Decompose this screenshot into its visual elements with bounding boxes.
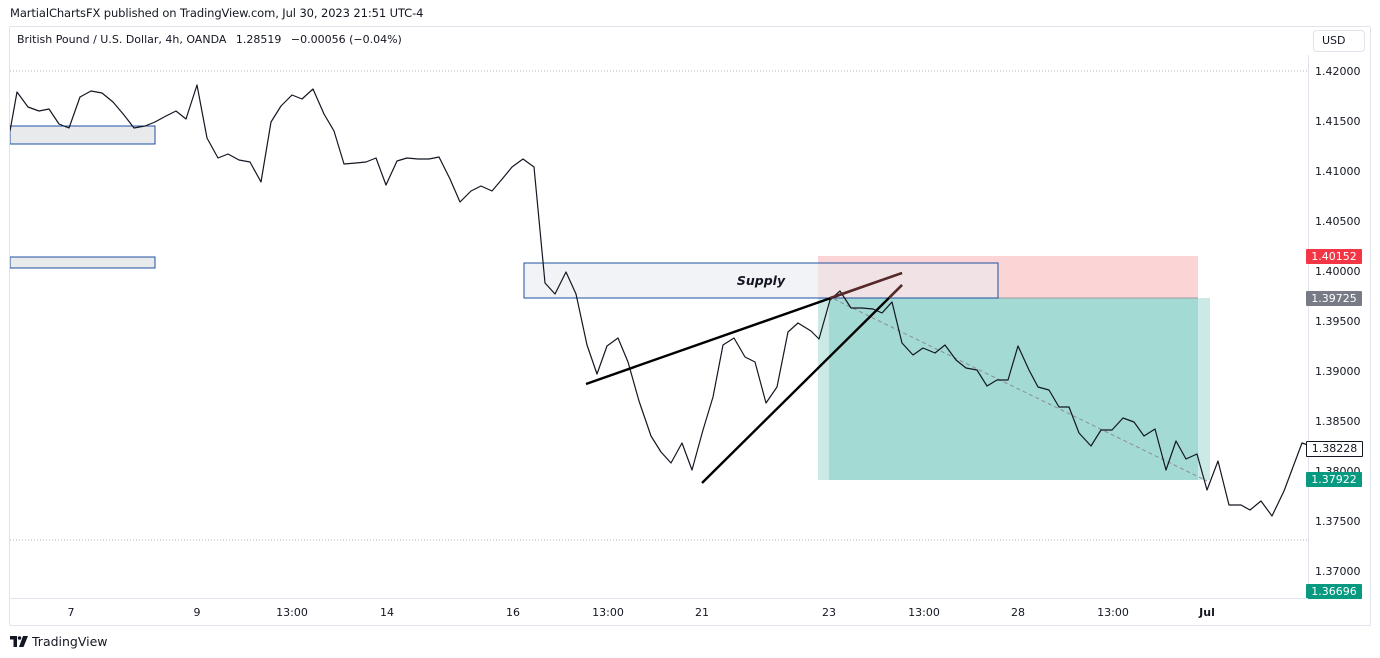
time-tick: 28 xyxy=(1011,606,1025,619)
brand-label: TradingView xyxy=(32,634,108,649)
entry-price-label: 1.39725 xyxy=(1306,291,1362,306)
target-price-label: 1.37922 xyxy=(1306,472,1362,487)
symbol-title[interactable]: British Pound / U.S. Dollar, 4h, OANDA xyxy=(17,33,227,46)
price-tick: 1.39000 xyxy=(1315,365,1361,378)
price-tick: 1.40500 xyxy=(1315,215,1361,228)
price-line xyxy=(10,84,1308,517)
projection-line xyxy=(833,298,1208,482)
zone-rectangle[interactable] xyxy=(10,125,156,145)
price-tick: 1.37500 xyxy=(1315,515,1361,528)
last-price: 1.28519 xyxy=(235,33,282,46)
time-tick: 23 xyxy=(822,606,836,619)
time-axis[interactable] xyxy=(10,598,1308,626)
lower-trendline-overlay xyxy=(888,284,903,299)
price-tick: 1.42000 xyxy=(1315,65,1361,78)
last-price-label: 1.38228 xyxy=(1306,441,1363,457)
zone-rectangle[interactable] xyxy=(10,256,156,269)
chart-pane[interactable]: Supply xyxy=(10,55,1308,598)
lower-trendline[interactable] xyxy=(701,284,903,484)
price-tick: 1.41500 xyxy=(1315,115,1361,128)
time-tick: 21 xyxy=(695,606,709,619)
chart-frame xyxy=(9,26,1371,626)
time-tick: 13:00 xyxy=(592,606,624,619)
tradingview-brand[interactable]: TradingView xyxy=(10,634,108,649)
target-price-label-2: 1.36696 xyxy=(1306,584,1362,599)
stop-price-label: 1.40152 xyxy=(1306,249,1362,264)
publisher-caption: MartialChartsFX published on TradingView… xyxy=(10,6,424,20)
currency-button[interactable]: USD xyxy=(1313,30,1365,52)
time-tick: 16 xyxy=(506,606,520,619)
price-tick: 1.38500 xyxy=(1315,415,1361,428)
time-tick: 7 xyxy=(67,606,75,619)
symbol-legend: British Pound / U.S. Dollar, 4h, OANDA 1… xyxy=(17,33,408,46)
supply-label: Supply xyxy=(737,273,786,288)
price-change: −0.00056 (−0.04%) xyxy=(290,33,402,46)
upper-trendline-overlay xyxy=(829,271,903,300)
supply-zone[interactable] xyxy=(523,262,999,299)
time-tick: 13:00 xyxy=(1097,606,1129,619)
price-tick: 1.40000 xyxy=(1315,265,1361,278)
time-tick: 13:00 xyxy=(908,606,940,619)
time-tick: 13:00 xyxy=(276,606,308,619)
price-axis[interactable] xyxy=(1308,55,1371,598)
time-tick-month: Jul xyxy=(1199,606,1215,619)
tradingview-logo-icon xyxy=(10,636,28,647)
target-area[interactable] xyxy=(829,298,1198,480)
time-tick: 14 xyxy=(380,606,394,619)
price-tick: 1.37000 xyxy=(1315,565,1361,578)
price-tick: 1.39500 xyxy=(1315,315,1361,328)
time-tick: 9 xyxy=(193,606,201,619)
price-tick: 1.41000 xyxy=(1315,165,1361,178)
